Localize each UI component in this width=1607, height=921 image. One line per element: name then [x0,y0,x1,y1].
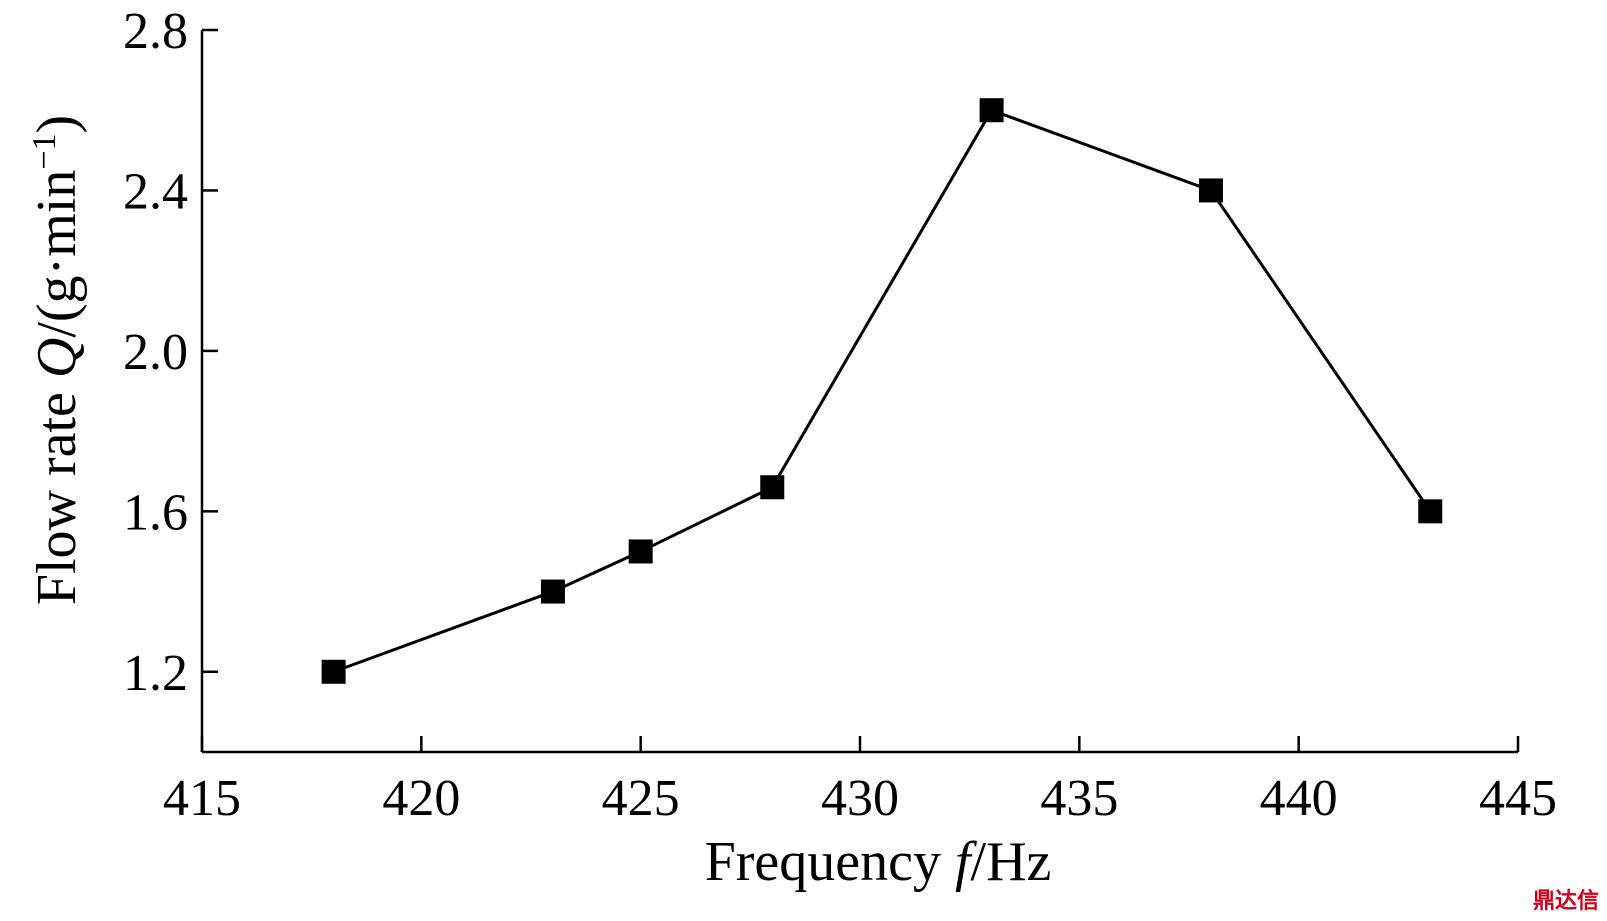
y-axis-title-sup: −1 [26,133,63,169]
x-tick-label: 425 [602,770,680,827]
y-tick-label: 2.0 [123,324,188,381]
series-line [333,108,1432,674]
y-axis-title-prefix: Flow rate [26,378,88,605]
data-point-marker [1418,499,1443,524]
x-axis-title-suffix: /Hz [971,831,1052,893]
watermark-logo: 鼎达信 [1532,889,1599,914]
series-layer [321,98,1443,684]
y-axis-title-suffix: /(g·min [26,170,88,338]
y-tick-label: 1.2 [123,645,188,702]
y-tick-label: 1.6 [123,484,188,541]
y-axis-title: Flow rate Q/(g·min−1) [26,115,88,605]
y-axis-title-close: ) [26,115,88,134]
y-axis-title-var: Q [26,338,88,378]
data-point-marker [628,539,653,564]
x-ticks: 415 420 425 430 435 440 445 [163,736,1557,827]
y-tick-label: 2.4 [123,163,188,220]
x-tick-label: 435 [1040,770,1118,827]
x-tick-label: 420 [382,770,460,827]
x-axis-title-prefix: Frequency [705,831,955,893]
data-point-marker [321,659,346,684]
x-tick-label: 430 [821,770,899,827]
data-point-marker [1198,178,1223,203]
y-ticks: 1.2 1.6 2.0 2.4 2.8 [123,3,218,702]
y-tick-label: 2.8 [123,3,188,60]
x-tick-label: 440 [1260,770,1338,827]
axes [200,30,1518,754]
data-point-marker [540,579,565,604]
data-point-marker [979,98,1004,123]
data-point-marker [760,475,785,500]
x-axis-title: Frequency f/Hz [705,831,1052,893]
x-tick-label: 445 [1479,770,1557,827]
x-tick-label: 415 [163,770,241,827]
